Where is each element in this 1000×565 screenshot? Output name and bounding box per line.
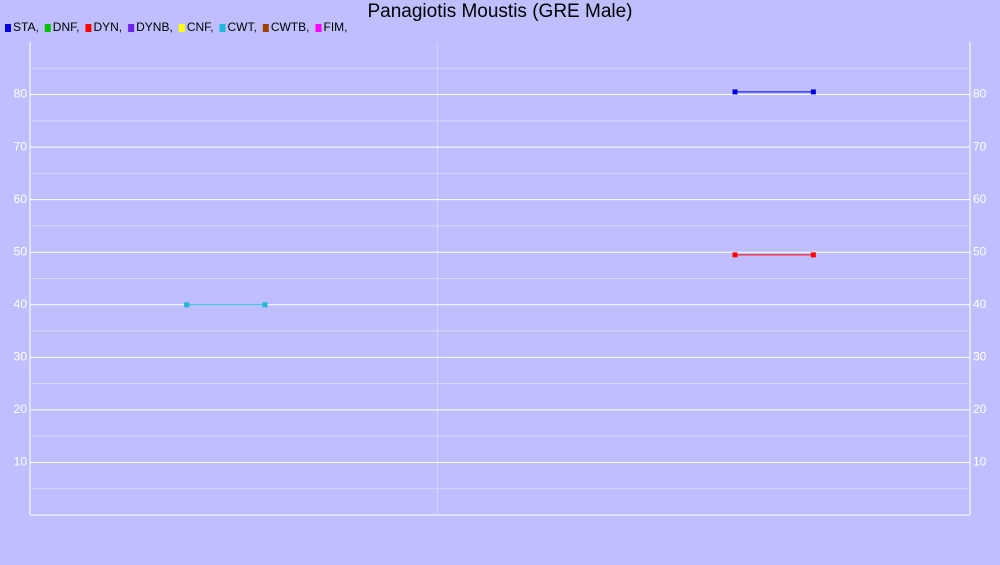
legend-label: STA,: [13, 20, 39, 34]
y-tick-label-right: 10: [973, 455, 987, 469]
legend-label: CWT,: [227, 20, 256, 34]
y-tick-label: 10: [14, 455, 28, 469]
y-tick-label: 60: [14, 192, 28, 206]
y-tick-label-right: 50: [973, 244, 987, 258]
legend-label: DYNB,: [136, 20, 173, 34]
y-tick-label: 40: [14, 297, 28, 311]
legend-swatch: [262, 24, 269, 32]
legend-label: DYN,: [93, 20, 122, 34]
y-tick-label: 50: [14, 244, 28, 258]
legend-label: CWTB,: [271, 20, 310, 34]
y-tick-label-right: 40: [973, 297, 987, 311]
legend-swatch: [85, 24, 92, 32]
point: [184, 302, 190, 308]
point: [732, 89, 738, 95]
y-tick-label-right: 20: [973, 402, 987, 416]
legend-swatch: [219, 24, 226, 32]
legend-label: FIM,: [323, 20, 347, 34]
point: [810, 89, 816, 95]
y-tick-label: 80: [14, 87, 28, 101]
legend-label: CNF,: [187, 20, 214, 34]
y-tick-label: 70: [14, 139, 28, 153]
y-tick-label-right: 30: [973, 350, 987, 364]
y-tick-label-right: 80: [973, 87, 987, 101]
y-tick-label-right: 60: [973, 192, 987, 206]
legend-swatch: [44, 24, 51, 32]
point: [262, 302, 268, 308]
point: [732, 252, 738, 258]
legend-label: DNF,: [53, 20, 80, 34]
legend-swatch: [128, 24, 135, 32]
chart-title: Panagiotis Moustis (GRE Male): [367, 1, 632, 22]
legend-swatch: [178, 24, 185, 32]
y-tick-label: 30: [14, 350, 28, 364]
y-tick-label-right: 70: [973, 139, 987, 153]
y-tick-label: 20: [14, 402, 28, 416]
legend-swatch: [5, 24, 11, 32]
legend-swatch: [315, 24, 322, 32]
point: [810, 252, 816, 258]
